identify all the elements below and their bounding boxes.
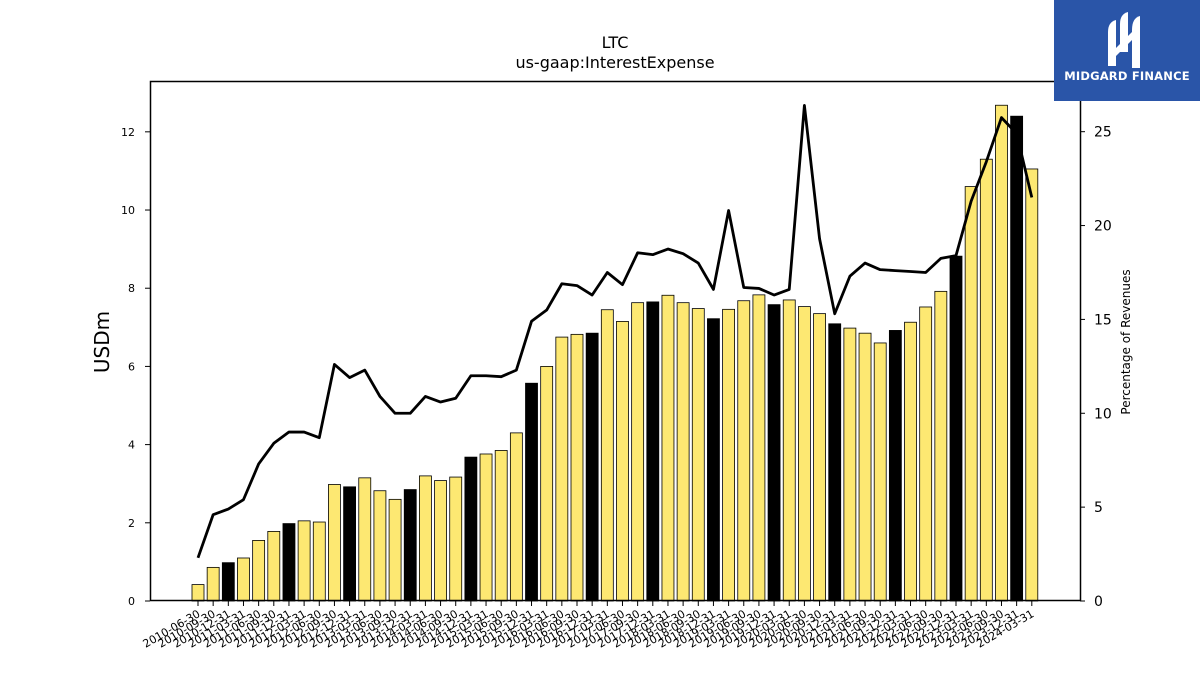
bar-2011-09-30 — [267, 531, 281, 602]
brand-logo: MIDGARD FINANCE — [1054, 0, 1200, 101]
chart-subtitle: us-gaap:InterestExpense — [515, 53, 715, 72]
y-tick-label: 6 — [128, 360, 135, 373]
bar-2013-06-30 — [373, 490, 387, 602]
bar-2022-03-31 — [904, 321, 917, 602]
bar-2016-03-31 — [540, 366, 554, 602]
bar-2018-12-31 — [707, 318, 720, 602]
bar-2012-06-30 — [312, 521, 326, 602]
bar-2022-12-31 — [949, 255, 963, 602]
logo-text: MIDGARD FINANCE — [1064, 69, 1190, 83]
bar-2013-03-31 — [358, 477, 372, 602]
bar-2011-06-30 — [252, 540, 266, 602]
bar-2016-12-31 — [585, 332, 599, 602]
bar-2017-12-31 — [646, 301, 660, 602]
plot-frame — [149, 80, 1082, 602]
bar-2021-06-30 — [858, 332, 872, 602]
axes-group: 02468101205101520252010-06-302010-09-302… — [121, 125, 1112, 651]
y2-axis-label: Percentage of Revenues — [1119, 269, 1133, 414]
y-tick-label: 0 — [128, 595, 135, 608]
bar-2024-03-31 — [1025, 168, 1039, 602]
bar-2012-12-31 — [343, 486, 357, 602]
bar-2014-03-31 — [418, 475, 432, 602]
bar-2017-06-30 — [616, 321, 629, 602]
bar-2020-06-30 — [798, 306, 811, 602]
bar-2018-09-30 — [691, 308, 705, 602]
bar-2010-06-30 — [191, 584, 205, 602]
bar-2015-12-31 — [525, 382, 538, 602]
bar-2017-09-30 — [631, 302, 645, 602]
bar-2011-03-31 — [237, 557, 250, 602]
bar-2022-09-30 — [934, 290, 948, 602]
bar-2012-09-30 — [328, 484, 341, 602]
bar-2010-12-31 — [221, 562, 235, 602]
bar-2015-09-30 — [509, 432, 523, 602]
bar-2019-09-30 — [752, 294, 766, 602]
y-tick-label: 4 — [128, 439, 135, 452]
bar-2014-09-30 — [449, 476, 463, 602]
ratio-line — [196, 104, 1034, 559]
y2-tick-label: 5 — [1094, 500, 1103, 516]
bar-2020-09-30 — [813, 313, 826, 602]
bar-2018-06-30 — [676, 302, 690, 602]
bar-2021-03-31 — [843, 327, 857, 602]
y-tick-label: 12 — [121, 126, 135, 139]
y-axis-label: USDm — [90, 311, 114, 373]
bar-2014-12-31 — [464, 456, 478, 602]
y2-tick-label: 10 — [1094, 406, 1112, 422]
chart-title: LTC — [601, 33, 629, 52]
y2-tick-label: 0 — [1094, 594, 1103, 610]
y2-tick-label: 15 — [1094, 312, 1112, 328]
bar-2015-06-30 — [494, 450, 508, 602]
y-tick-label: 8 — [128, 282, 135, 295]
bar-2023-12-31 — [1010, 115, 1024, 602]
bar-2018-03-31 — [661, 294, 675, 602]
bar-2019-03-31 — [722, 308, 735, 602]
y-tick-label: 10 — [121, 204, 135, 217]
bar-2019-06-30 — [737, 300, 751, 602]
bar-2020-03-31 — [782, 299, 796, 602]
bar-2023-03-31 — [964, 186, 978, 602]
bar-2016-06-30 — [555, 336, 569, 602]
bar-2016-09-30 — [570, 333, 584, 602]
bar-2023-06-30 — [979, 158, 993, 602]
bar-2021-09-30 — [873, 342, 887, 602]
bar-2020-12-31 — [828, 323, 842, 602]
bar-2014-06-30 — [434, 480, 447, 602]
bars-group — [191, 104, 1039, 602]
bar-2023-09-30 — [995, 104, 1008, 602]
bar-2013-12-31 — [403, 489, 417, 602]
y-tick-label: 2 — [128, 517, 135, 530]
y2-tick-label: 25 — [1094, 125, 1112, 141]
bar-2022-06-30 — [919, 306, 933, 602]
bar-2021-12-31 — [888, 330, 902, 602]
bar-2012-03-31 — [297, 520, 311, 602]
bar-2017-03-31 — [600, 309, 614, 602]
bar-2019-12-31 — [767, 304, 781, 602]
logo-mark-icon — [1108, 12, 1140, 68]
bar-2013-09-30 — [388, 498, 402, 602]
bar-2010-09-30 — [206, 566, 220, 602]
y2-tick-label: 20 — [1094, 219, 1112, 235]
bar-2015-03-31 — [479, 453, 493, 602]
bar-2011-12-31 — [282, 523, 296, 602]
